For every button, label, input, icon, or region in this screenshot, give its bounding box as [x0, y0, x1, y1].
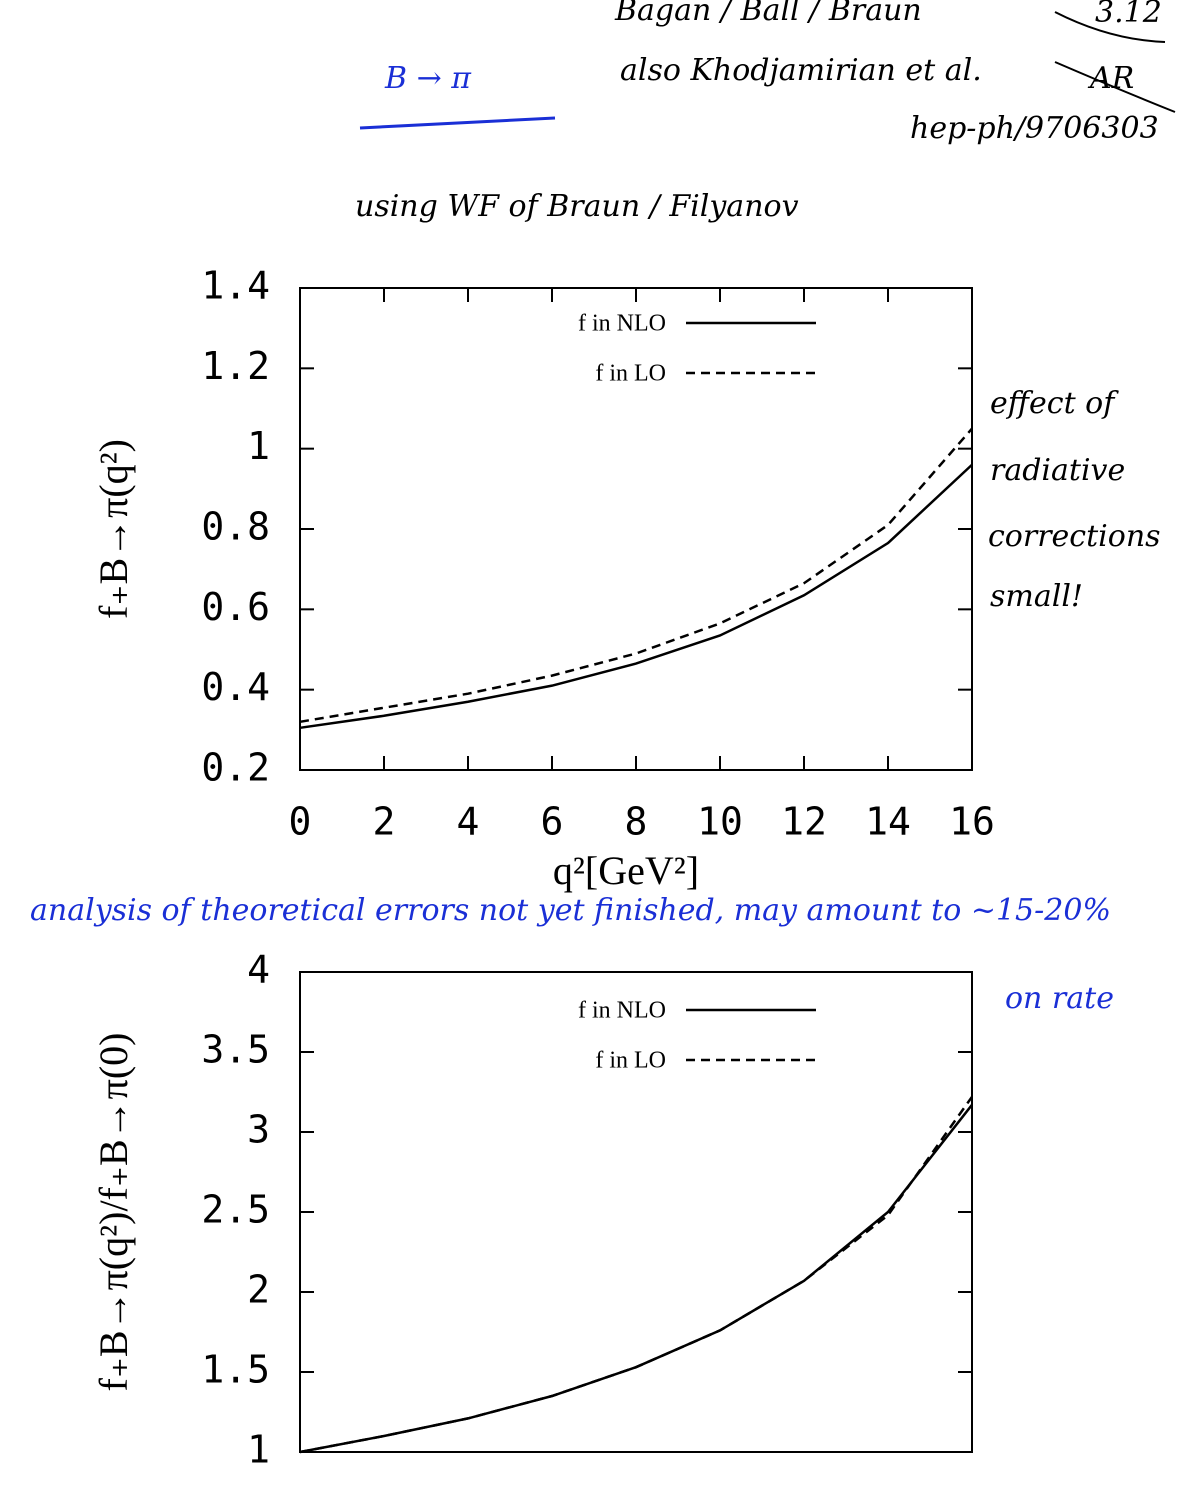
x-tick-label: 8: [625, 800, 648, 844]
y-tick-label: 0.6: [201, 585, 270, 629]
series-line: [299, 463, 973, 730]
y-tick-label: 0.8: [201, 505, 270, 549]
legend-label: f in LO: [595, 361, 666, 387]
y-tick-label: 4: [247, 948, 270, 992]
effect-line: effect of: [990, 386, 1119, 421]
header: B → π: [384, 61, 472, 96]
y-tick-label: 1: [247, 424, 270, 468]
rate-note: on rate: [1005, 981, 1114, 1016]
y-tick-label: 0.4: [201, 665, 270, 709]
legend-label: f in NLO: [578, 311, 666, 337]
series-line: [299, 1104, 973, 1454]
x-tick-label: 0: [289, 800, 312, 844]
underline: [359, 116, 556, 130]
x-tick-label: 2: [373, 800, 396, 844]
x-tick-label: 4: [457, 800, 480, 844]
effect-line: small!: [990, 579, 1083, 614]
effect-line: corrections: [988, 519, 1161, 554]
y-tick-label: 0.2: [201, 746, 270, 790]
x-tick-label: 14: [865, 800, 911, 844]
y-axis-label: f₊B→π(q²): [91, 439, 136, 619]
date: 3.12: [1095, 0, 1162, 30]
authors: Bagan / Ball / Braun: [614, 0, 922, 28]
x-tick-label: 12: [781, 800, 827, 844]
y-tick-label: 1.5: [201, 1348, 270, 1392]
y-axis-label: f₊B→π(q²)/f₊B→π(0): [91, 1032, 136, 1391]
effect-line: radiative: [990, 453, 1125, 488]
using: using WF of Braun / Filyanov: [355, 189, 799, 224]
y-tick-label: 1: [247, 1428, 270, 1472]
y-tick-label: 3.5: [201, 1028, 270, 1072]
legend-label: f in NLO: [578, 998, 666, 1024]
plot-frame: [299, 971, 973, 1453]
x-tick-label: 10: [697, 800, 743, 844]
x-tick-label: 6: [541, 800, 564, 844]
errors-note: analysis of theoretical errors not yet f…: [30, 893, 1111, 928]
y-tick-label: 2.5: [201, 1188, 270, 1232]
also: also Khodjamirian et al.: [620, 53, 982, 88]
x-tick-label: 16: [949, 800, 995, 844]
y-tick-label: 3: [247, 1108, 270, 1152]
y-tick-label: 1.2: [201, 344, 270, 388]
hand-strokes: [1054, 11, 1176, 113]
legend-label: f in LO: [595, 1048, 666, 1074]
series-line: [299, 1096, 974, 1454]
series-line: [299, 427, 973, 724]
y-tick-label: 1.4: [201, 264, 270, 308]
x-axis-label: q²[GeV²]: [553, 848, 699, 893]
ref: hep-ph/9706303: [910, 111, 1159, 146]
y-tick-label: 2: [247, 1268, 270, 1312]
